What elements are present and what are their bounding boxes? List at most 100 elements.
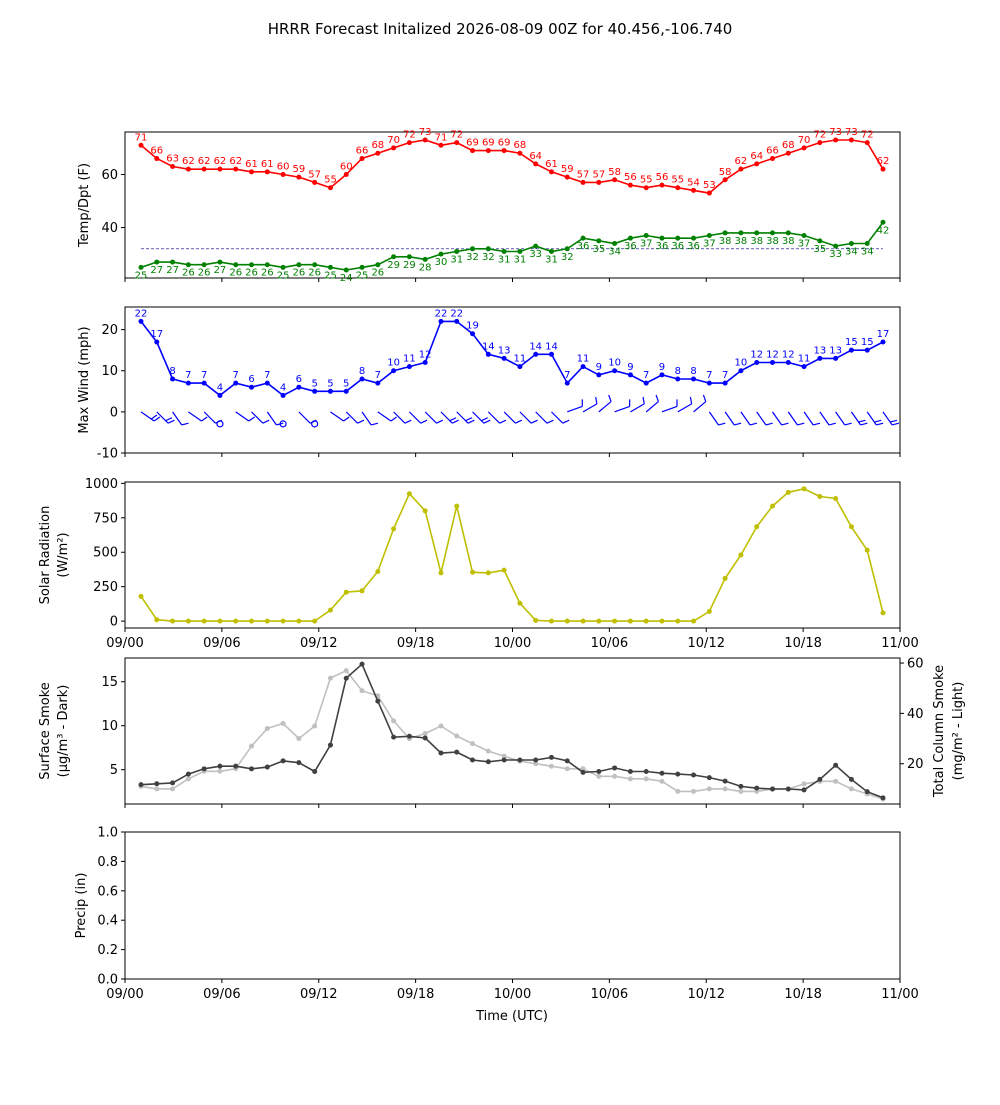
data-label-dewpoint: 35 (592, 244, 605, 255)
y-tick-label: 5 (110, 763, 118, 778)
y-axis-label: Precip (in) (74, 873, 89, 939)
data-label-max_wind: 9 (659, 362, 665, 373)
data-point-column_smoke (848, 786, 854, 792)
barb-shaft (519, 411, 532, 424)
data-label-temperature: 69 (498, 138, 511, 149)
wind-barb (487, 411, 507, 424)
barb-shaft (866, 411, 877, 426)
data-point-column_smoke (359, 688, 365, 694)
figure-title: HRRR Forecast Initalized 2026-08-09 00Z … (268, 20, 733, 38)
barb-flag (595, 396, 598, 404)
wind-barb (377, 411, 397, 422)
series-line-solar_radiation (140, 488, 884, 622)
wind-barb (819, 411, 836, 426)
data-label-dewpoint: 38 (782, 236, 795, 247)
data-point-column_smoke (533, 761, 539, 767)
barb-flag (150, 414, 158, 420)
data-point-dewpoint (470, 246, 476, 252)
y-tick-label: 250 (93, 580, 118, 595)
data-point-dewpoint (517, 248, 523, 254)
x-tick-label: 09/18 (397, 636, 434, 651)
barb-shaft (882, 411, 893, 426)
data-label-max_wind: 14 (482, 341, 495, 352)
barb-flag (390, 416, 397, 422)
data-label-max_wind: 5 (311, 378, 317, 389)
wind-barb (661, 399, 678, 413)
wind-barb (693, 394, 707, 413)
barb-flag (465, 417, 473, 422)
data-point-max_wind (848, 347, 854, 353)
barb-flag (892, 422, 900, 426)
data-point-surface_smoke (185, 771, 191, 777)
barb-shaft (298, 411, 311, 424)
data-label-temperature: 60 (277, 161, 290, 172)
data-label-dewpoint: 26 (308, 268, 321, 279)
data-point-max_wind (627, 372, 633, 378)
data-point-temperature (264, 169, 270, 175)
data-point-solar_radiation (691, 618, 697, 624)
data-point-surface_smoke (880, 795, 886, 801)
data-label-temperature: 63 (166, 154, 179, 165)
wind-barb (835, 411, 852, 426)
data-point-surface_smoke (296, 760, 302, 766)
data-point-column_smoke (580, 766, 586, 772)
data-label-dewpoint: 31 (450, 254, 463, 265)
barb-shaft (740, 411, 751, 426)
data-point-dewpoint (643, 233, 649, 239)
y-tick-label: 0.0 (97, 973, 118, 988)
data-point-surface_smoke (533, 757, 539, 763)
wind-barb (424, 411, 444, 424)
data-label-max_wind: 6 (248, 374, 254, 385)
data-label-temperature: 66 (150, 146, 163, 157)
data-point-solar_radiation (596, 618, 602, 624)
data-point-surface_smoke (833, 762, 839, 768)
data-label-dewpoint: 26 (245, 268, 258, 279)
data-point-solar_radiation (785, 489, 791, 495)
wind-barb (771, 411, 789, 426)
x-tick-label: 09/18 (397, 987, 434, 1002)
data-label-dewpoint: 26 (371, 268, 384, 279)
data-point-surface_smoke (691, 772, 697, 778)
data-label-max_wind: 22 (435, 308, 448, 319)
data-point-surface_smoke (785, 786, 791, 792)
data-point-dewpoint (659, 235, 665, 241)
data-point-column_smoke (470, 741, 476, 747)
data-point-dewpoint (596, 238, 602, 244)
barb-shaft (408, 411, 422, 424)
data-label-temperature: 68 (371, 140, 384, 151)
data-point-solar_radiation (643, 618, 649, 624)
data-point-temperature (359, 156, 365, 162)
data-label-temperature: 56 (624, 172, 637, 183)
wind-barb (456, 411, 475, 424)
data-point-surface_smoke (848, 776, 854, 782)
wind-barb (677, 396, 693, 413)
data-point-temperature (201, 166, 207, 172)
data-label-temperature: 64 (750, 151, 763, 162)
data-point-max_wind (864, 347, 870, 353)
wind-barb (251, 411, 270, 424)
y-tick-label: 40 (101, 221, 118, 236)
data-point-max_wind (185, 380, 191, 386)
x-axis-label: Time (UTC) (475, 1009, 548, 1024)
data-label-temperature: 55 (324, 175, 337, 186)
data-label-dewpoint: 31 (498, 254, 511, 265)
data-label-dewpoint: 38 (750, 236, 763, 247)
data-point-surface_smoke (738, 783, 744, 789)
data-label-dewpoint: 38 (719, 236, 732, 247)
data-label-max_wind: 12 (766, 350, 779, 361)
data-label-max_wind: 17 (877, 329, 890, 340)
data-point-solar_radiation (675, 618, 681, 624)
data-point-column_smoke (596, 773, 602, 779)
data-point-max_wind (580, 364, 586, 370)
data-point-solar_radiation (864, 547, 870, 553)
y-axis-label: Temp/Dpt (F) (77, 163, 92, 248)
data-point-max_wind (454, 318, 460, 324)
data-label-dewpoint: 35 (813, 244, 826, 255)
x-tick-label: 09/00 (106, 636, 143, 651)
data-point-solar_radiation (517, 600, 523, 606)
wind-barb (330, 411, 350, 422)
wind-barb (140, 411, 161, 422)
data-point-column_smoke (280, 720, 286, 726)
